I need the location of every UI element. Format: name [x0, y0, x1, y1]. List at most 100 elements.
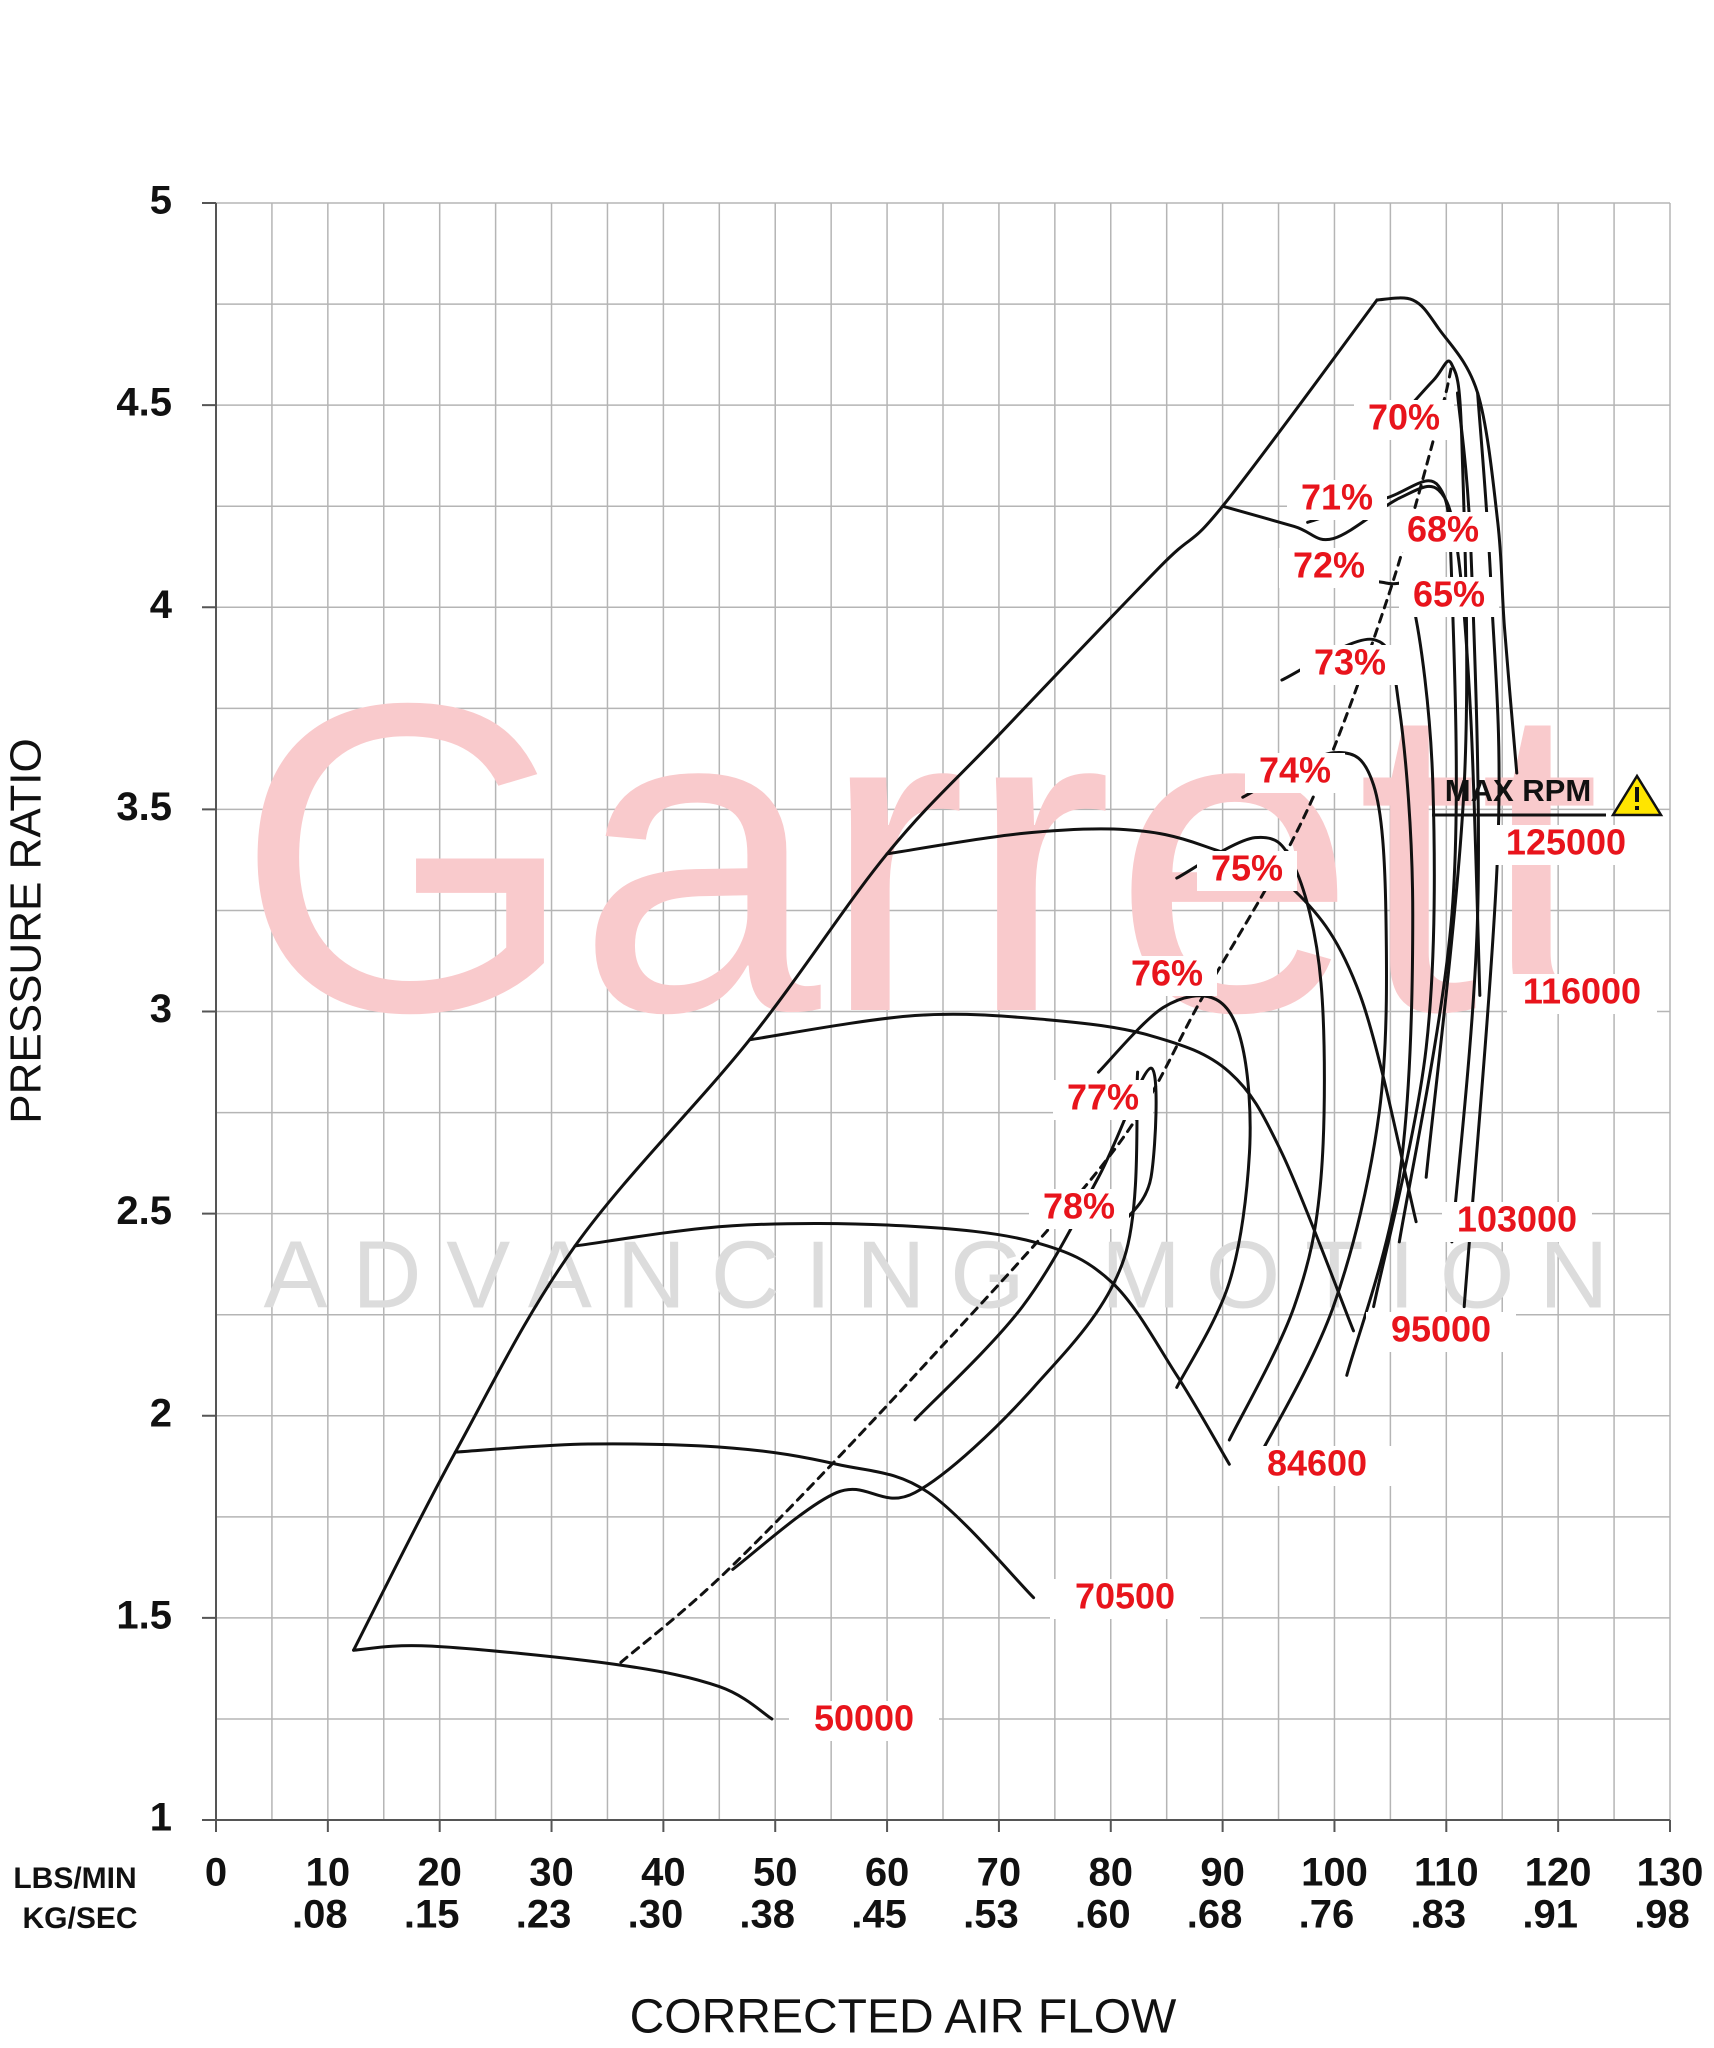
- efficiency-label: 74%: [1259, 750, 1331, 791]
- label-bg: [1393, 512, 1493, 552]
- efficiency-island: [1450, 391, 1480, 1244]
- efficiency-island: [1384, 359, 1469, 1179]
- peak-efficiency-line: [619, 363, 1454, 1664]
- efficiency-label: 65%: [1413, 574, 1485, 615]
- label-bg: [1029, 1189, 1129, 1229]
- x-tick-label: 40: [641, 1851, 686, 1895]
- speed-line: [573, 1221, 1231, 1466]
- efficiency-label: 70%: [1368, 397, 1440, 438]
- y-tick-label: 5: [150, 179, 172, 223]
- speed-label: 116000: [1523, 971, 1641, 1012]
- label-bg: [1491, 825, 1641, 865]
- efficiency-island: [1096, 994, 1252, 1389]
- label-bg: [1442, 1202, 1592, 1242]
- labels: 0 10.0820.1530.2340.3050.3860.4570.5380.6…: [116, 179, 1703, 1937]
- x2-tick-label: .76: [1299, 1893, 1355, 1937]
- speed-label: 84600: [1267, 1443, 1367, 1484]
- label-bg: [1354, 400, 1454, 440]
- x-tick-label: 0: [205, 1851, 227, 1895]
- efficiency-label: 71%: [1301, 477, 1373, 518]
- efficiency-label: 73%: [1314, 642, 1386, 683]
- efficiency-island: [1175, 835, 1326, 1442]
- x-tick-label: 90: [1200, 1851, 1245, 1895]
- label-bg: [1117, 956, 1217, 996]
- y-tick-label: 1: [150, 1796, 172, 1840]
- warning-icon-dot: [1635, 806, 1639, 810]
- speed-line: [1221, 484, 1482, 997]
- label-bg: [1050, 1579, 1200, 1619]
- x-tick-label: 100: [1301, 1851, 1368, 1895]
- x-tick-label: 120: [1525, 1851, 1592, 1895]
- x-tick-label: 110: [1414, 1851, 1479, 1895]
- label-bg: [1242, 1446, 1392, 1486]
- x2-tick-label: .38: [739, 1893, 795, 1937]
- x2-tick-label: .91: [1522, 1893, 1578, 1937]
- x-axis-title: CORRECTED AIR FLOW: [630, 1991, 1177, 2044]
- x2-tick-label: .08: [292, 1893, 348, 1937]
- x2-tick-label: .15: [404, 1893, 460, 1937]
- speed-label: 125000: [1506, 822, 1626, 863]
- speed-line: [1375, 296, 1519, 775]
- speed-label: 50000: [814, 1698, 914, 1739]
- y-tick-label: 4.5: [116, 381, 172, 425]
- x2-unit-label: KG/SEC: [22, 1902, 137, 1935]
- x-tick-label: 70: [977, 1851, 1022, 1895]
- y-tick-label: 2.5: [116, 1189, 172, 1233]
- x-tick-label: 20: [417, 1851, 462, 1895]
- label-bg: [1197, 851, 1297, 891]
- efficiency-label: 68%: [1407, 509, 1479, 550]
- label-bg: [1245, 753, 1345, 793]
- x2-tick-label: .60: [1075, 1893, 1131, 1937]
- x2-tick-label: .83: [1411, 1893, 1467, 1937]
- y-tick-label: 1.5: [116, 1593, 172, 1637]
- watermark-logo: Garrett: [236, 613, 1602, 1104]
- x-tick-label: 30: [529, 1851, 574, 1895]
- efficiency-island: [1280, 573, 1436, 1309]
- x-tick-label: 60: [865, 1851, 910, 1895]
- speed-label: 70500: [1075, 1576, 1175, 1617]
- max-rpm-label: MAX RPM: [1445, 773, 1591, 808]
- label-bg: [1507, 974, 1657, 1014]
- surge-line: [352, 298, 1379, 1652]
- y-axis-title: PRESSURE RATIO: [2, 738, 51, 1123]
- x2-tick-label: .45: [851, 1893, 907, 1937]
- y-tick-label: 3.5: [116, 785, 172, 829]
- y-tick-label: 2: [150, 1391, 172, 1435]
- x2-tick-label: .68: [1187, 1893, 1243, 1937]
- efficiency-label: 72%: [1293, 545, 1365, 586]
- label-bg: [1287, 480, 1387, 520]
- x2-tick-label: .30: [628, 1893, 684, 1937]
- x-unit-label: LBS/MIN: [13, 1862, 136, 1895]
- efficiency-island: [1241, 750, 1389, 1466]
- efficiency-label: 77%: [1067, 1077, 1139, 1118]
- efficiency-island: [1462, 391, 1501, 1309]
- efficiency-island: [913, 1066, 1158, 1422]
- x-tick-label: 50: [753, 1851, 798, 1895]
- label-bg: [1053, 1080, 1153, 1120]
- warning-icon-bar: [1635, 787, 1639, 802]
- x2-tick-label: .23: [516, 1893, 572, 1937]
- x-tick-label: 80: [1089, 1851, 1134, 1895]
- x-tick-label: 10: [306, 1851, 351, 1895]
- x-tick-label: 130: [1637, 1851, 1704, 1895]
- efficiency-island: [1280, 637, 1415, 1377]
- x2-tick-label: .98: [1634, 1893, 1690, 1937]
- y-tick-label: 3: [150, 987, 172, 1031]
- speed-label: 103000: [1457, 1199, 1577, 1240]
- x2-tick-label: .53: [963, 1893, 1019, 1937]
- label-bg: [1279, 548, 1379, 588]
- efficiency-label: 78%: [1043, 1186, 1115, 1227]
- speed-line: [748, 1012, 1355, 1333]
- label-bg: [1300, 645, 1400, 685]
- speed-line: [453, 1442, 1036, 1600]
- speed-line: [352, 1644, 774, 1721]
- curves: [352, 296, 1519, 1721]
- label-bg: [789, 1701, 939, 1741]
- efficiency-label: 76%: [1131, 953, 1203, 994]
- y-tick-label: 4: [150, 583, 173, 627]
- efficiency-label: 75%: [1211, 848, 1283, 889]
- max-rpm-annotation: MAX RPM: [1432, 773, 1664, 817]
- efficiency-island: [731, 1070, 1140, 1571]
- speed-label: 95000: [1391, 1309, 1491, 1350]
